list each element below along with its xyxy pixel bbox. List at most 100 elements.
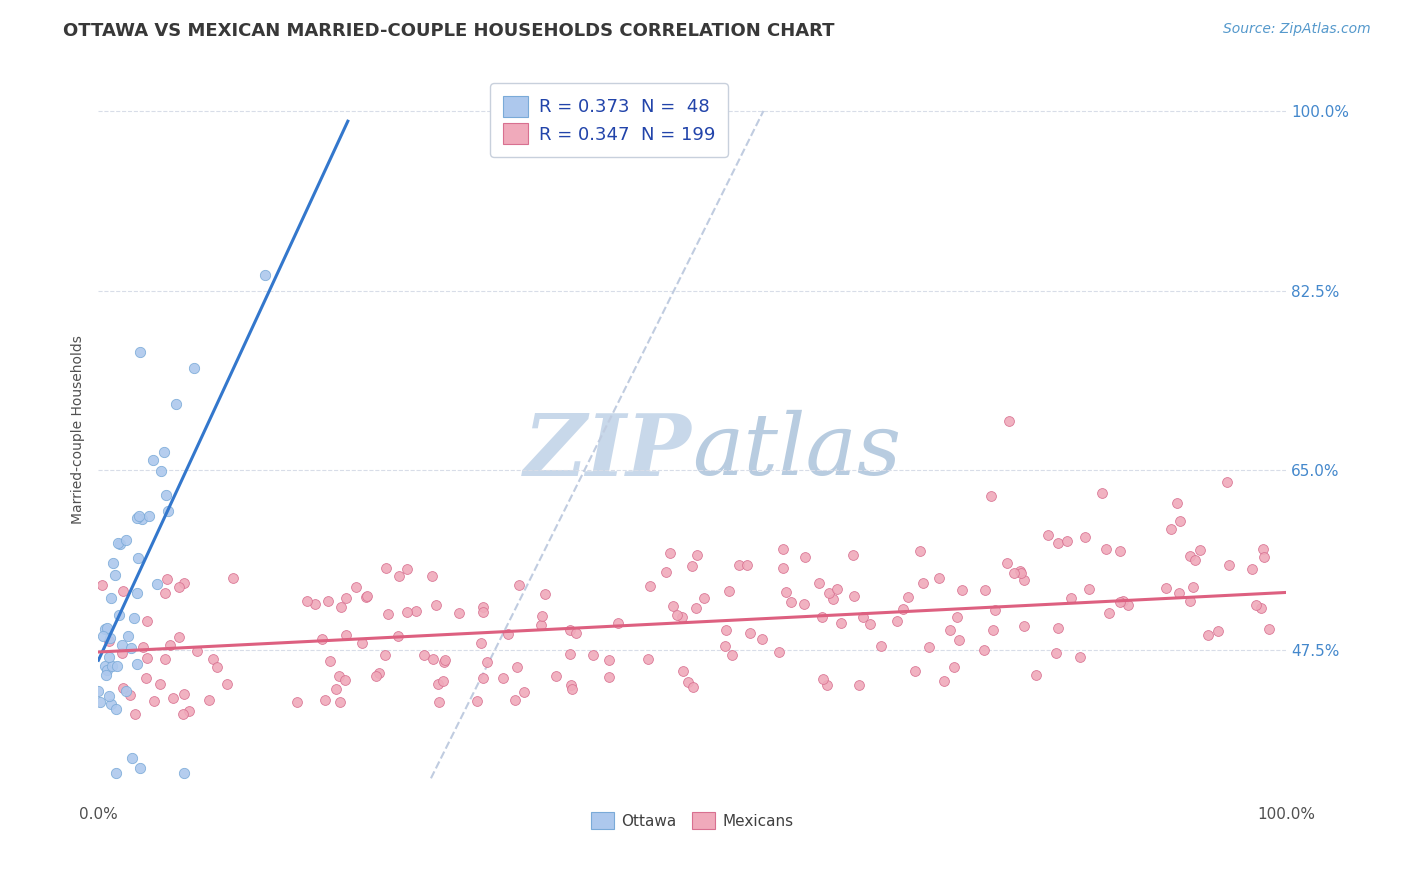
Text: atlas: atlas [692, 410, 901, 492]
Point [335, 628, 357, 642]
Point [740, 626, 762, 640]
Point [928, 571, 950, 585]
Text: ZIP: ZIP [524, 409, 692, 493]
Point [821, 591, 844, 606]
Point [844, 589, 866, 603]
Point [413, 648, 436, 662]
Point [973, 583, 995, 598]
Point [153, 444, 176, 458]
Point [377, 607, 399, 621]
Point [531, 608, 554, 623]
Point [131, 512, 153, 526]
Point [546, 668, 568, 682]
Point [1109, 544, 1132, 558]
Point [565, 625, 588, 640]
Point [1160, 523, 1182, 537]
Point [425, 598, 447, 612]
Point [735, 558, 758, 573]
Point [492, 671, 515, 685]
Point [470, 636, 492, 650]
Point [686, 548, 709, 562]
Point [108, 536, 131, 550]
Point [98, 634, 121, 648]
Point [367, 666, 389, 681]
Point [356, 589, 378, 603]
Point [328, 669, 350, 683]
Point [426, 676, 449, 690]
Point [775, 585, 797, 599]
Point [138, 508, 160, 523]
Point [124, 706, 146, 721]
Text: OTTAWA VS MEXICAN MARRIED-COUPLE HOUSEHOLDS CORRELATION CHART: OTTAWA VS MEXICAN MARRIED-COUPLE HOUSEHO… [63, 22, 835, 40]
Point [433, 655, 456, 669]
Point [114, 533, 136, 547]
Point [768, 645, 790, 659]
Point [155, 651, 177, 665]
Point [475, 655, 498, 669]
Point [131, 640, 153, 654]
Point [422, 652, 444, 666]
Point [297, 594, 319, 608]
Point [1097, 607, 1119, 621]
Point [772, 541, 794, 556]
Text: Source: ZipAtlas.com: Source: ZipAtlas.com [1223, 22, 1371, 37]
Point [1025, 668, 1047, 682]
Point [772, 561, 794, 575]
Point [727, 558, 749, 572]
Point [127, 657, 149, 671]
Point [942, 660, 965, 674]
Point [682, 680, 704, 694]
Point [120, 688, 142, 702]
Point [149, 464, 172, 478]
Point [981, 623, 1004, 637]
Point [120, 641, 142, 656]
Point [1244, 598, 1267, 612]
Point [96, 621, 118, 635]
Point [897, 591, 920, 605]
Point [870, 639, 893, 653]
Point [105, 659, 128, 673]
Point [1188, 542, 1211, 557]
Point [94, 622, 117, 636]
Point [807, 576, 830, 591]
Point [665, 607, 688, 622]
Point [173, 687, 195, 701]
Point [143, 694, 166, 708]
Point [1197, 628, 1219, 642]
Point [100, 632, 122, 646]
Point [811, 609, 834, 624]
Point [217, 677, 239, 691]
Point [659, 546, 682, 560]
Point [114, 684, 136, 698]
Point [111, 646, 134, 660]
Point [842, 548, 865, 562]
Point [1012, 618, 1035, 632]
Point [950, 583, 973, 598]
Point [998, 414, 1021, 428]
Point [472, 605, 495, 619]
Point [93, 629, 115, 643]
Point [934, 674, 956, 689]
Point [637, 652, 659, 666]
Point [1116, 599, 1139, 613]
Point [100, 698, 122, 712]
Point [1045, 646, 1067, 660]
Point [128, 761, 150, 775]
Point [329, 694, 352, 708]
Point [1010, 566, 1032, 581]
Point [162, 691, 184, 706]
Point [167, 631, 190, 645]
Point [387, 629, 409, 643]
Point [148, 677, 170, 691]
Point [793, 597, 815, 611]
Point [96, 663, 118, 677]
Point [169, 580, 191, 594]
Point [598, 670, 620, 684]
Point [506, 659, 529, 673]
Point [319, 654, 342, 668]
Point [311, 632, 333, 646]
Point [886, 614, 908, 628]
Point [101, 557, 124, 571]
Point [104, 702, 127, 716]
Point [432, 674, 454, 689]
